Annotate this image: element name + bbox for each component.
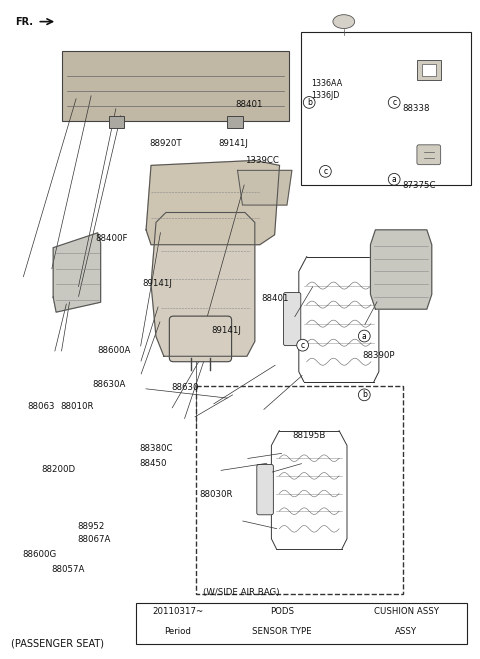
- Text: 88057A: 88057A: [51, 565, 84, 575]
- Text: 1336JD: 1336JD: [311, 90, 339, 100]
- Text: 88380C: 88380C: [139, 444, 173, 453]
- Text: 88030R: 88030R: [200, 490, 233, 499]
- Bar: [136, 603, 468, 645]
- Text: 88630: 88630: [171, 382, 199, 391]
- Polygon shape: [371, 230, 432, 309]
- Text: b: b: [307, 98, 312, 107]
- Text: 88920T: 88920T: [150, 139, 182, 148]
- Text: 88630A: 88630A: [92, 380, 125, 389]
- Polygon shape: [151, 212, 255, 357]
- Text: 1339CC: 1339CC: [245, 156, 278, 165]
- FancyBboxPatch shape: [417, 145, 441, 165]
- Bar: [422, 64, 436, 76]
- Bar: [417, 60, 441, 80]
- FancyBboxPatch shape: [169, 316, 231, 362]
- Text: 88952: 88952: [78, 523, 105, 531]
- Text: 88338: 88338: [402, 104, 430, 113]
- Text: 89141J: 89141J: [212, 326, 241, 335]
- FancyBboxPatch shape: [227, 116, 243, 128]
- Text: c: c: [324, 167, 327, 176]
- FancyBboxPatch shape: [62, 51, 289, 121]
- Bar: [301, 32, 471, 185]
- Text: PODS: PODS: [270, 606, 294, 616]
- Text: 88401: 88401: [261, 294, 289, 302]
- Text: 20110317~: 20110317~: [152, 606, 203, 616]
- Text: FR.: FR.: [14, 16, 33, 26]
- Text: a: a: [362, 331, 367, 341]
- Text: b: b: [362, 390, 367, 399]
- Text: 88067A: 88067A: [78, 535, 111, 544]
- Text: 88200D: 88200D: [42, 465, 76, 474]
- Text: 87375C: 87375C: [402, 181, 436, 190]
- Text: 89141J: 89141J: [219, 139, 249, 148]
- Text: 88063: 88063: [27, 402, 55, 411]
- Text: a: a: [392, 175, 396, 184]
- Text: Period: Period: [164, 627, 191, 637]
- Text: 88390P: 88390P: [362, 351, 395, 360]
- Text: c: c: [300, 341, 305, 350]
- Text: 88450: 88450: [139, 459, 167, 468]
- Bar: [195, 386, 403, 594]
- Polygon shape: [53, 233, 101, 312]
- Text: 88010R: 88010R: [60, 402, 94, 411]
- Text: c: c: [392, 98, 396, 107]
- Text: 89141J: 89141J: [143, 279, 173, 288]
- Polygon shape: [146, 160, 279, 244]
- Ellipse shape: [333, 14, 355, 28]
- Text: (W/SIDE AIR BAG): (W/SIDE AIR BAG): [204, 588, 280, 597]
- Text: 88195B: 88195B: [292, 431, 325, 440]
- Polygon shape: [238, 171, 292, 205]
- FancyBboxPatch shape: [257, 465, 273, 515]
- Text: 88600G: 88600G: [23, 550, 57, 559]
- Text: CUSHION ASSY: CUSHION ASSY: [373, 606, 439, 616]
- Text: 88400F: 88400F: [96, 233, 128, 243]
- FancyBboxPatch shape: [284, 293, 301, 345]
- FancyBboxPatch shape: [108, 116, 124, 128]
- Text: (PASSENGER SEAT): (PASSENGER SEAT): [11, 639, 104, 648]
- Text: 1336AA: 1336AA: [311, 78, 342, 88]
- Text: 88600A: 88600A: [97, 346, 131, 355]
- Text: ASSY: ASSY: [395, 627, 417, 637]
- Text: SENSOR TYPE: SENSOR TYPE: [252, 627, 312, 637]
- Text: 88401: 88401: [235, 100, 263, 109]
